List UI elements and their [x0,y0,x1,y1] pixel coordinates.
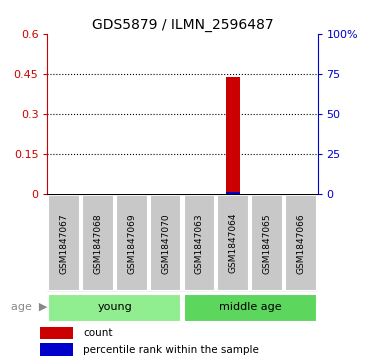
Text: middle age: middle age [219,302,281,312]
Bar [82,195,114,291]
Text: GSM1847065: GSM1847065 [262,213,272,274]
Bar [184,195,215,291]
Text: GSM1847063: GSM1847063 [195,213,204,274]
Bar [49,294,181,322]
Text: GSM1847068: GSM1847068 [93,213,103,274]
Bar [226,192,240,194]
Bar [285,195,316,291]
Text: age  ▶: age ▶ [11,302,47,312]
Bar [150,195,181,291]
Text: GSM1847070: GSM1847070 [161,213,170,274]
Text: GSM1847067: GSM1847067 [60,213,69,274]
Bar [226,77,240,194]
Bar [184,294,316,322]
Bar [40,343,73,356]
Text: GSM1847066: GSM1847066 [296,213,305,274]
Text: GSM1847064: GSM1847064 [228,213,238,273]
Bar [49,195,80,291]
Bar [251,195,283,291]
Bar [40,327,73,339]
Bar [217,195,249,291]
Title: GDS5879 / ILMN_2596487: GDS5879 / ILMN_2596487 [92,18,273,32]
Bar [116,195,148,291]
Text: young: young [97,302,132,312]
Text: GSM1847069: GSM1847069 [127,213,137,274]
Text: count: count [83,328,113,338]
Text: percentile rank within the sample: percentile rank within the sample [83,344,259,355]
